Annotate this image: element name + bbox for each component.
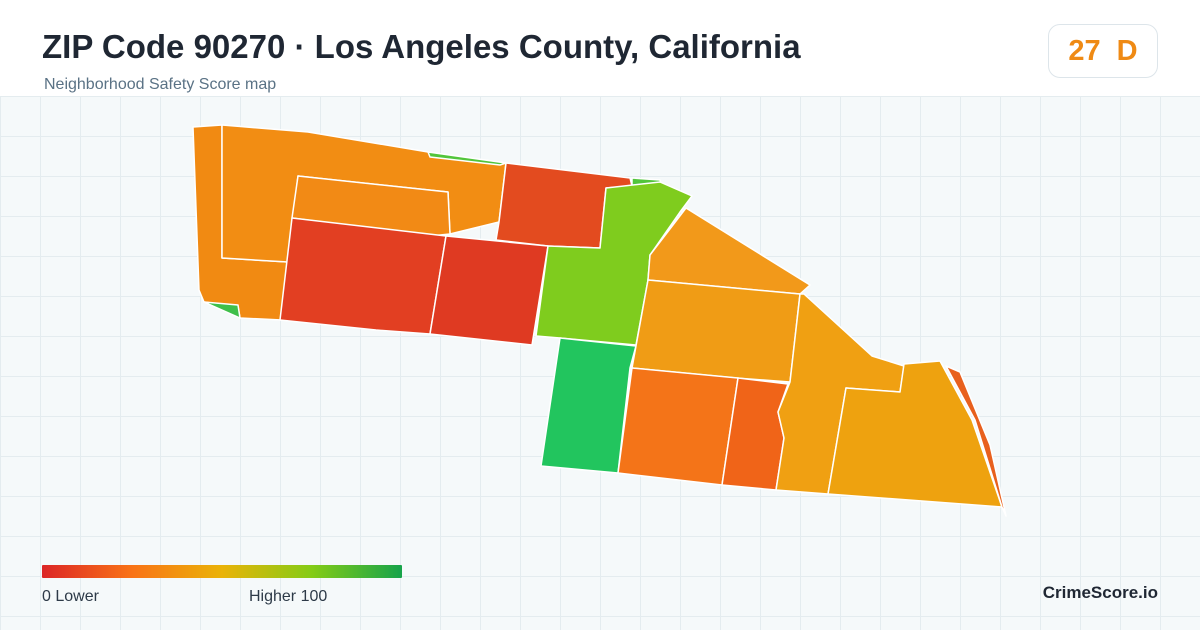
region-east-middle[interactable]	[631, 279, 801, 383]
brand-label: CrimeScore.io	[1042, 583, 1158, 602]
page-subtitle: Neighborhood Safety Score map	[44, 76, 277, 93]
legend-low-label: 0 Lower	[42, 588, 99, 605]
region-red-center[interactable]	[429, 235, 549, 346]
legend-gradient-bar	[42, 565, 402, 578]
region-red-west[interactable]	[279, 217, 447, 335]
region-southeast-strip[interactable]	[775, 293, 905, 495]
region-east-edge[interactable]	[945, 365, 1007, 517]
score-badge: 27 D	[1048, 24, 1158, 78]
legend-high-label: Higher 100	[249, 588, 328, 605]
header: ZIP Code 90270 · Los Angeles County, Cal…	[0, 0, 1200, 96]
region-small-green-north[interactable]	[427, 151, 507, 166]
region-orange-south[interactable]	[617, 367, 739, 486]
region-small-green-sw[interactable]	[203, 301, 241, 319]
score-grade: D	[1116, 34, 1138, 67]
score-value: 27	[1068, 34, 1101, 67]
region-southeast-large[interactable]	[827, 360, 1003, 508]
region-green-south[interactable]	[540, 337, 637, 474]
page-title: ZIP Code 90270 · Los Angeles County, Cal…	[42, 28, 801, 65]
